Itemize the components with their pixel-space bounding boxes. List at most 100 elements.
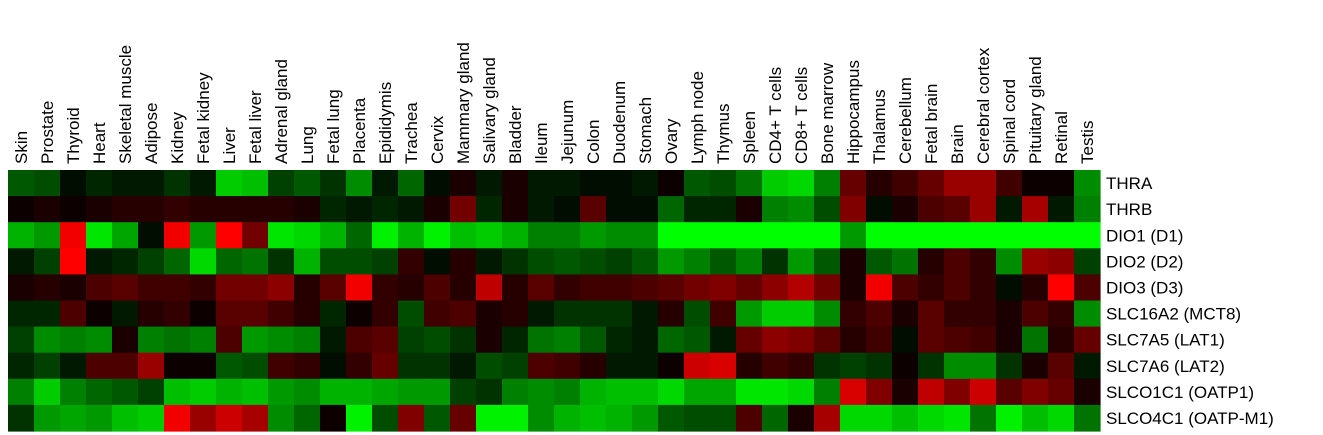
heatmap-cell: [60, 404, 87, 432]
heatmap-cell: [814, 300, 841, 328]
heatmap-cell: [268, 170, 295, 197]
heatmap-cell: [216, 222, 243, 249]
heatmap-cell: [1074, 300, 1101, 328]
heatmap-cell: [346, 170, 373, 197]
heatmap-cell: [8, 274, 35, 302]
heatmap-cell: [736, 248, 763, 275]
heatmap-cell: [944, 378, 971, 406]
heatmap-cell: [268, 352, 295, 380]
heatmap-cell: [242, 196, 269, 223]
heatmap-cell: [320, 248, 347, 275]
heatmap-cell: [554, 248, 581, 275]
heatmap-cell: [736, 300, 763, 328]
heatmap-cell: [86, 196, 113, 223]
heatmap-cell: [294, 326, 321, 354]
heatmap-cell: [684, 352, 711, 380]
heatmap-cell: [554, 300, 581, 328]
heatmap-cell: [554, 326, 581, 354]
heatmap-cell: [632, 378, 659, 406]
heatmap-cell: [450, 300, 477, 328]
heatmap-cell: [112, 196, 139, 223]
column-label: Skin: [12, 131, 31, 164]
heatmap-cell: [268, 300, 295, 328]
heatmap-cell: [658, 300, 685, 328]
heatmap-cell: [398, 274, 425, 302]
heatmap-cell: [34, 222, 61, 249]
heatmap-cell: [346, 274, 373, 302]
heatmap-cell: [268, 196, 295, 223]
heatmap-cell: [138, 352, 165, 380]
heatmap-cell: [372, 300, 399, 328]
heatmap-cell: [866, 326, 893, 354]
heatmap-cell: [86, 404, 113, 432]
heatmap-cells: [8, 170, 1101, 432]
column-label: Adrenal gland: [272, 59, 291, 164]
heatmap-cell: [736, 274, 763, 302]
heatmap-cell: [814, 378, 841, 406]
heatmap-cell: [1048, 170, 1075, 197]
heatmap-cell: [918, 326, 945, 354]
heatmap-cell: [866, 222, 893, 249]
heatmap-cell: [1074, 222, 1101, 249]
heatmap-cell: [398, 404, 425, 432]
heatmap-cell: [242, 404, 269, 432]
heatmap-cell: [970, 404, 997, 432]
heatmap-cell: [346, 352, 373, 380]
heatmap-cell: [528, 248, 555, 275]
heatmap-cell: [476, 378, 503, 406]
row-label: SLC7A5 (LAT1): [1106, 331, 1225, 350]
heatmap-cell: [814, 352, 841, 380]
heatmap-cell: [762, 248, 789, 275]
heatmap-cell: [996, 352, 1023, 380]
heatmap-cell: [476, 170, 503, 197]
heatmap-cell: [840, 352, 867, 380]
heatmap-cell: [684, 248, 711, 275]
heatmap-cell: [736, 222, 763, 249]
heatmap-cell: [918, 222, 945, 249]
heatmap-cell: [892, 170, 919, 197]
column-label: Testis: [1078, 121, 1097, 164]
heatmap-cell: [398, 300, 425, 328]
column-label: Ovary: [662, 118, 681, 164]
heatmap-cell: [320, 196, 347, 223]
heatmap-cell: [502, 222, 529, 249]
heatmap-cell: [1048, 274, 1075, 302]
heatmap-cell: [528, 170, 555, 197]
heatmap-cell: [788, 404, 815, 432]
column-label: Thyroid: [64, 107, 83, 164]
heatmap-cell: [996, 326, 1023, 354]
heatmap-cell: [294, 170, 321, 197]
heatmap-cell: [476, 352, 503, 380]
heatmap-cell: [294, 300, 321, 328]
heatmap-cell: [34, 300, 61, 328]
heatmap-cell: [528, 300, 555, 328]
heatmap-cell: [970, 170, 997, 197]
heatmap-cell: [892, 378, 919, 406]
heatmap-cell: [632, 248, 659, 275]
column-label: Liver: [220, 127, 239, 164]
column-label: Cerebral cortex: [974, 47, 993, 164]
column-label: Mammary gland: [454, 42, 473, 164]
heatmap-cell: [138, 378, 165, 406]
heatmap-cell: [320, 326, 347, 354]
heatmap-cell: [320, 222, 347, 249]
heatmap-cell: [502, 170, 529, 197]
heatmap-cell: [944, 352, 971, 380]
heatmap-cell: [528, 378, 555, 406]
heatmap-cell: [424, 378, 451, 406]
heatmap-cell: [398, 352, 425, 380]
heatmap-cell: [1074, 248, 1101, 275]
heatmap-cell: [970, 196, 997, 223]
heatmap-cell: [944, 248, 971, 275]
heatmap-cell: [60, 352, 87, 380]
heatmap-cell: [138, 248, 165, 275]
heatmap-cell: [450, 170, 477, 197]
heatmap-cell: [138, 404, 165, 432]
heatmap-cell: [762, 222, 789, 249]
heatmap-cell: [788, 326, 815, 354]
heatmap-cell: [216, 300, 243, 328]
heatmap-cell: [918, 352, 945, 380]
heatmap-cell: [60, 170, 87, 197]
heatmap-cell: [372, 274, 399, 302]
heatmap-cell: [1048, 196, 1075, 223]
